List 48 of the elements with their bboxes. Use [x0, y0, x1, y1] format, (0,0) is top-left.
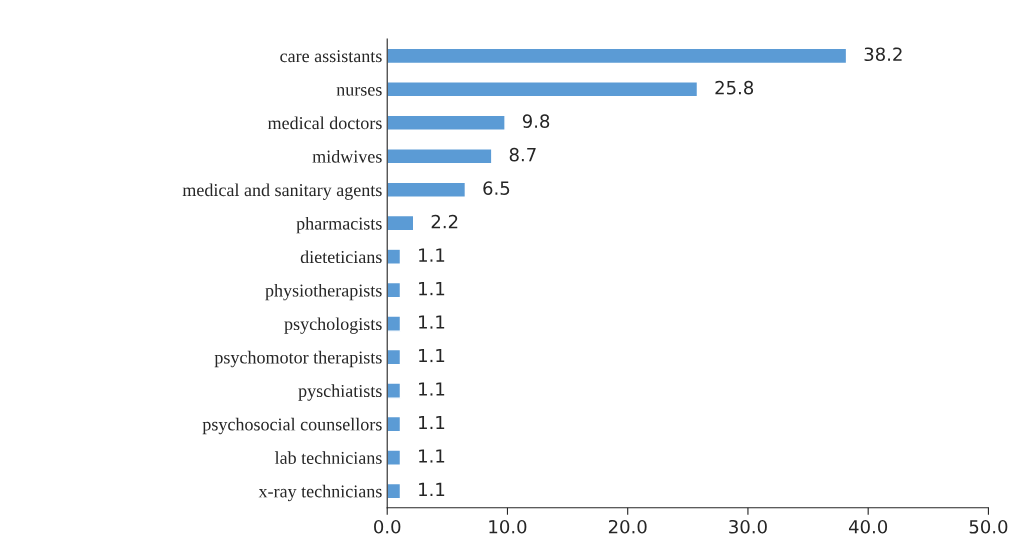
bar: [387, 214, 415, 232]
y-tick-label: pharmacists: [296, 216, 382, 234]
data-label: 1.1: [419, 449, 445, 463]
data-label: 1.1: [419, 382, 445, 396]
data-label: 9.8: [522, 114, 550, 128]
x-tick-label: 40.0: [848, 519, 888, 534]
x-tick-label: 20.0: [608, 519, 647, 534]
data-label: 1.1: [419, 348, 445, 363]
data-label: 25.8: [715, 80, 754, 95]
bar: [387, 482, 402, 500]
bar: [387, 382, 402, 399]
bar: [387, 81, 699, 98]
y-tick-label: medical doctors: [267, 116, 382, 130]
y-tick-label: psychomotor therapists: [214, 350, 382, 368]
y-tick-label: dieteticians: [300, 250, 382, 264]
y-tick-label: care assistants: [280, 50, 382, 63]
bar: [387, 281, 402, 299]
y-tick-label: medical and sanitary agents: [182, 183, 382, 200]
y-tick-label: nurses: [336, 87, 382, 96]
bar: [387, 248, 402, 265]
data-label: 1.1: [419, 315, 445, 329]
x-tick-label: 10.0: [489, 519, 527, 534]
bar: [387, 148, 493, 165]
y-tick-label: psychologists: [284, 317, 382, 334]
data-label: 8.7: [509, 147, 536, 162]
y-tick-label: midwives: [312, 149, 382, 163]
bar: [387, 181, 467, 198]
data-label: 6.5: [483, 181, 510, 195]
data-label: 38.2: [864, 47, 902, 62]
y-tick-label: physiotherapists: [265, 283, 382, 301]
data-label: 1.1: [419, 415, 445, 430]
data-label: 2.2: [431, 214, 458, 229]
y-tick-label: x-ray technicians: [258, 484, 382, 502]
data-label: 1.1: [419, 281, 445, 296]
y-tick-label: lab technicians: [274, 451, 382, 464]
x-tick-label: 30.0: [729, 519, 767, 534]
bar: [387, 114, 506, 131]
bar: [387, 47, 848, 65]
bar: [387, 415, 402, 433]
data-label: 1.1: [419, 482, 445, 497]
x-tick-label: 0.0: [374, 519, 401, 534]
x-tick-label: 50.0: [969, 519, 1008, 534]
bar: [387, 449, 402, 466]
bar: [387, 315, 402, 332]
data-label: 1.1: [419, 248, 445, 262]
y-tick-label: pyschiatists: [298, 384, 382, 401]
bar: [387, 348, 402, 366]
y-tick-label: psychosocial counsellors: [202, 417, 382, 435]
